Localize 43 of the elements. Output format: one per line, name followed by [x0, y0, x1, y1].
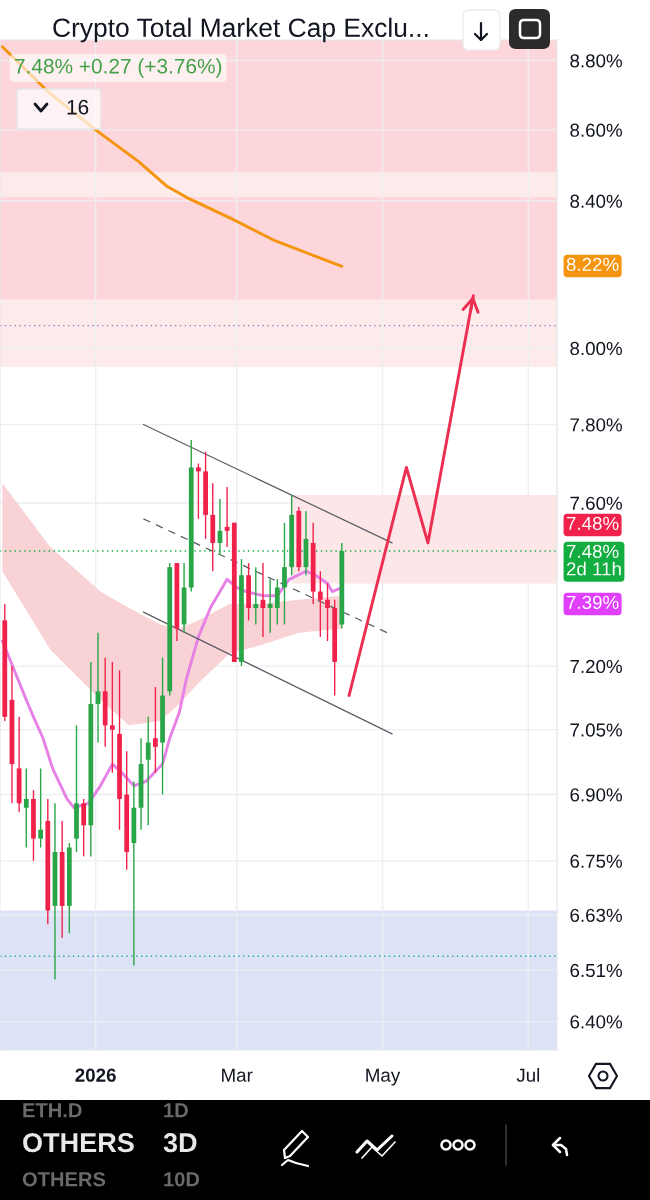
candlestick	[253, 566, 259, 626]
candlestick	[109, 661, 115, 774]
candlestick	[325, 582, 330, 642]
y-tick-label: 7.20%	[570, 659, 622, 674]
y-tick-label: 8.60%	[570, 123, 622, 137]
y-tick-label: 8.80%	[570, 54, 622, 68]
text: OTHERS	[22, 1172, 106, 1187]
candlestick	[267, 578, 273, 634]
ref-line-label: 7.48% 2d 11h	[566, 544, 621, 576]
chart-title: Crypto Total Market Cap Exclu...	[53, 17, 428, 43]
y-tick-label: 7.80%	[570, 418, 622, 432]
text: 10D	[164, 1172, 200, 1187]
y-tick-label: 6.75%	[570, 854, 622, 868]
y-tick-label: 6.40%	[570, 1015, 622, 1029]
x-tick-label: 2026	[75, 1068, 116, 1082]
candlestick	[153, 686, 158, 774]
x-tick-label: May	[366, 1068, 401, 1086]
text: 1D	[164, 1103, 188, 1118]
text: 8.22%	[566, 257, 619, 272]
x-tick-label: Mar	[222, 1068, 253, 1082]
x-tick-label: Jul	[516, 1068, 540, 1082]
text: 7.39%	[566, 595, 619, 610]
text: 3D	[163, 1133, 197, 1153]
candlestick	[282, 522, 287, 626]
candlestick	[38, 767, 44, 849]
y-tick-label: 6.51%	[570, 963, 622, 978]
y-tick-label: 8.40%	[570, 194, 622, 208]
annotation: 7.48% +0.27 (+3.76%)	[15, 58, 222, 78]
text: OTHERS	[23, 1133, 134, 1153]
candlestick	[196, 462, 201, 520]
y-tick-label: 7.05%	[570, 723, 622, 737]
text: ETH.D	[23, 1103, 82, 1118]
candlestick	[317, 570, 323, 638]
y-tick-label: 8.00%	[570, 341, 622, 356]
y-tick-label: 7.60%	[570, 496, 622, 510]
candlestick	[145, 716, 151, 827]
candlestick	[81, 798, 87, 858]
text: 7.48%	[566, 516, 619, 531]
annotation: 16	[67, 99, 89, 115]
y-tick-label: 6.63%	[570, 908, 622, 922]
candlestick	[23, 767, 29, 849]
candlestick	[274, 578, 280, 626]
y-tick-label: 6.90%	[570, 788, 622, 802]
